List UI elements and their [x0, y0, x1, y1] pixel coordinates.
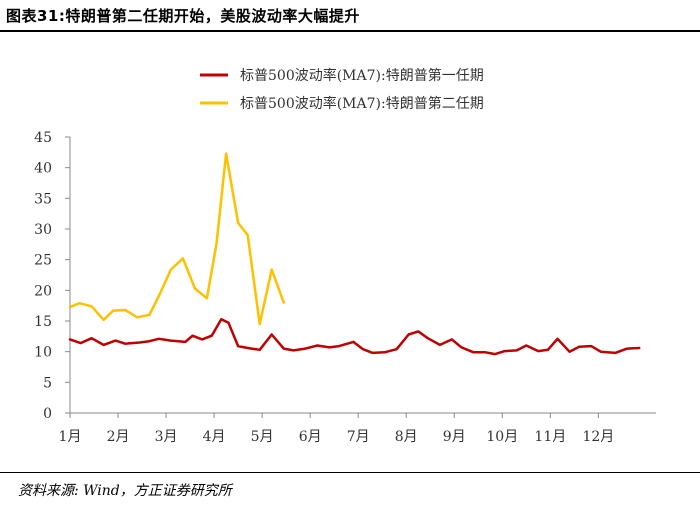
x-tick-label: 1月	[59, 429, 82, 445]
y-tick-label: 15	[34, 314, 52, 330]
y-tick-label: 40	[34, 161, 52, 177]
y-tick-label: 25	[34, 253, 52, 269]
footer-divider	[0, 472, 700, 473]
series-line-first-term	[68, 317, 641, 356]
x-tick-label: 6月	[299, 429, 322, 445]
y-tick-label: 5	[43, 375, 52, 391]
x-tick-label: 10月	[486, 429, 518, 445]
x-tick-label: 2月	[107, 429, 130, 445]
y-tick-label: 30	[34, 222, 52, 238]
x-tick-label: 7月	[347, 429, 370, 445]
title-divider	[0, 30, 700, 32]
y-tick-label: 35	[34, 191, 52, 207]
chart-title: 图表31:特朗普第二任期开始，美股波动率大幅提升	[6, 7, 360, 25]
y-tick-label: 45	[34, 130, 52, 146]
legend: 标普500波动率(MA7):特朗普第一任期 标普500波动率(MA7):特朗普第…	[200, 67, 484, 112]
x-tick-label: 9月	[443, 429, 466, 445]
series-lines	[68, 152, 641, 356]
x-tick-label: 11月	[534, 429, 566, 445]
x-tick-label: 4月	[203, 429, 226, 445]
axes: 0 5 10 15 20 25 30 35 40 45 1月 2月 3月 4月 5月 6月 7月 8月 9月 10月 1…	[34, 130, 656, 445]
legend-label-first-term: 标普500波动率(MA7):特朗普第一任期	[240, 67, 484, 84]
x-tick-label: 3月	[155, 429, 178, 445]
x-tick-label: 5月	[251, 429, 274, 445]
x-tick-label: 12月	[582, 429, 614, 445]
source-note: 资料来源: Wind，方正证券研究所	[18, 483, 232, 499]
y-tick-label: 20	[34, 283, 52, 299]
series-line-second-term	[68, 152, 285, 326]
y-tick-label: 0	[43, 406, 52, 422]
x-tick-label: 8月	[395, 429, 418, 445]
y-tick-label: 10	[34, 345, 52, 361]
legend-label-second-term: 标普500波动率(MA7):特朗普第二任期	[240, 95, 484, 112]
